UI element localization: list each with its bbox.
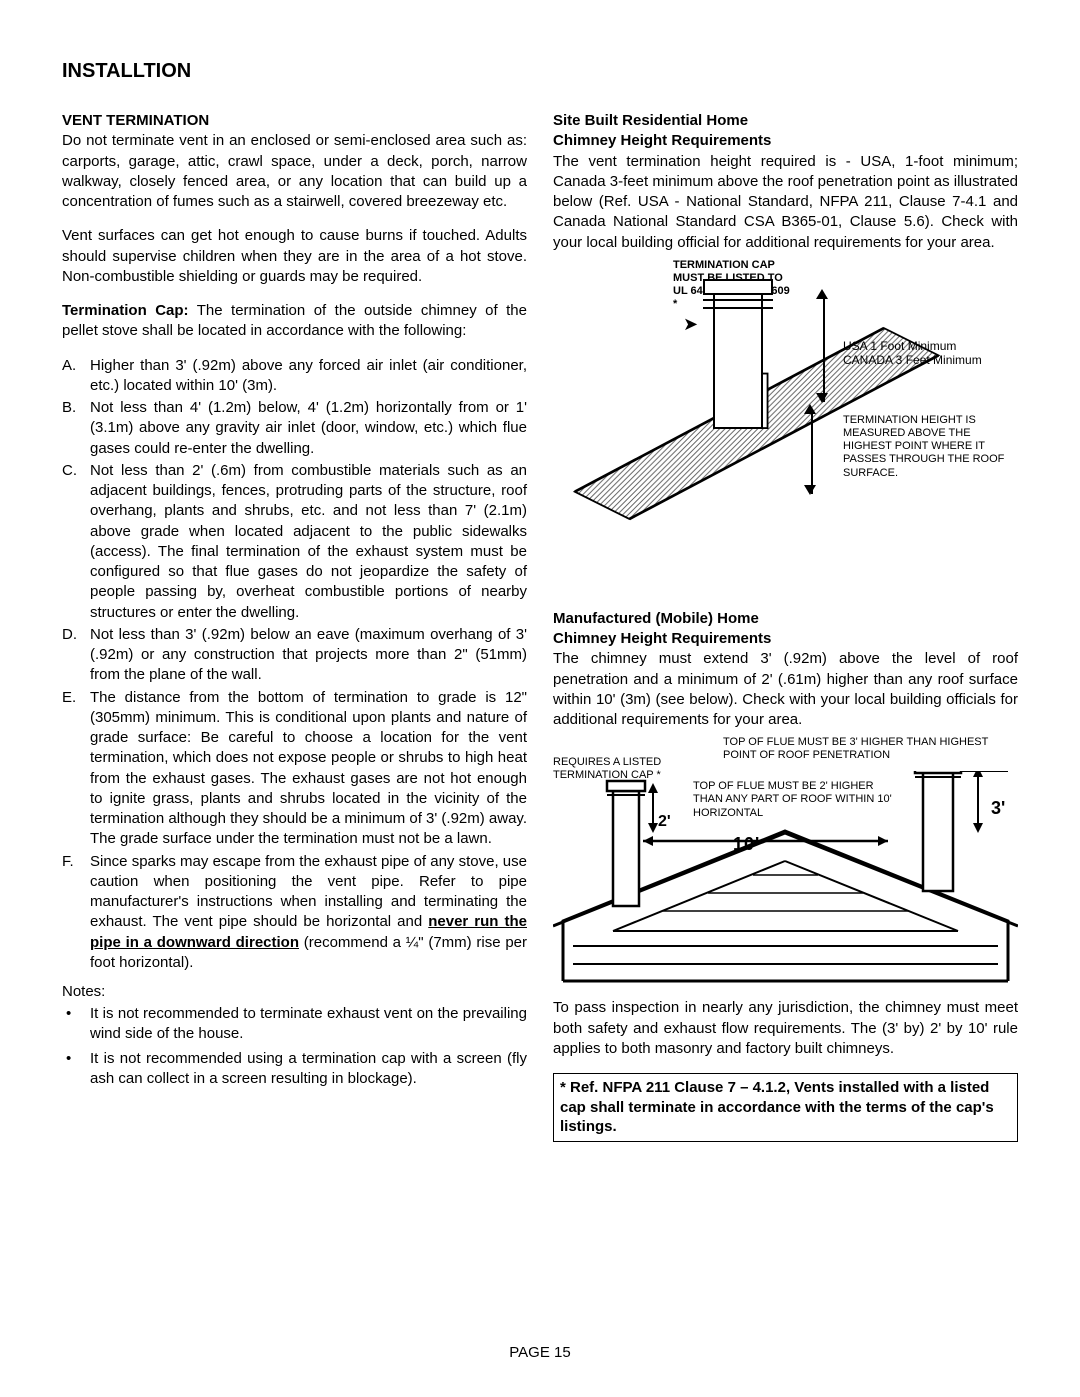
arrowhead-down-icon [804, 485, 816, 495]
list-item-e: E.The distance from the bottom of termin… [62, 688, 527, 850]
arrowhead-up-icon [804, 404, 816, 414]
page-number: PAGE 15 [0, 1344, 1080, 1361]
d2-10ft-label: 10' [733, 834, 760, 856]
two-column-layout: VENT TERMINATION Do not terminate vent i… [62, 111, 1018, 1142]
d1-dimension-line-2 [811, 409, 813, 494]
notes-heading: Notes: [62, 983, 527, 1000]
right-column: Site Built Residential Home Chimney Heig… [553, 111, 1018, 1142]
arrowhead-down-icon [816, 393, 828, 403]
site-built-para: The vent termination height required is … [553, 152, 1018, 253]
d1-cap-icon [703, 279, 773, 295]
para-hot-surfaces: Vent surfaces can get hot enough to caus… [62, 226, 527, 287]
d1-cap-arrow-icon: ➤ [683, 314, 698, 336]
mobile-home-para: The chimney must extend 3' (.92m) above … [553, 649, 1018, 730]
left-column: VENT TERMINATION Do not terminate vent i… [62, 111, 527, 1142]
mobile-home-heading-1: Manufactured (Mobile) Home [553, 609, 1018, 629]
list-item-a: A.Higher than 3' (.92m) above any forced… [62, 356, 527, 397]
diagram-mobile-home: TOP OF FLUE MUST BE 3' HIGHER THAN HIGHE… [553, 736, 1018, 986]
d1-usa-label: USA 1 Foot Minimum CANADA 3 Feet Minimum [843, 339, 1003, 368]
note-1: •It is not recommended to terminate exha… [62, 1004, 527, 1045]
site-built-heading-2: Chimney Height Requirements [553, 131, 1018, 151]
d2-house-icon [553, 771, 1018, 986]
clearance-list: A.Higher than 3' (.92m) above any forced… [62, 356, 527, 974]
d1-dimension-line-1 [823, 294, 825, 402]
reference-box: * Ref. NFPA 211 Clause 7 – 4.1.2, Vents … [553, 1073, 1018, 1142]
vent-termination-heading: VENT TERMINATION [62, 111, 527, 131]
d1-flue-icon [713, 289, 763, 429]
para-enclosed-area: Do not terminate vent in an enclosed or … [62, 131, 527, 212]
notes-list: •It is not recommended to terminate exha… [62, 1004, 527, 1089]
d2-2ft-label: 2' [658, 812, 671, 831]
d1-cap-bar [703, 307, 773, 309]
list-item-d: D.Not less than 3' (.92m) below an eave … [62, 625, 527, 686]
site-built-heading-1: Site Built Residential Home [553, 111, 1018, 131]
para-termination-cap: Termination Cap: The termination of the … [62, 301, 527, 342]
page-title: INSTALLTION [62, 60, 1018, 83]
inspection-para: To pass inspection in nearly any jurisdi… [553, 998, 1018, 1059]
termination-cap-lead: Termination Cap: [62, 302, 189, 319]
list-item-b: B.Not less than 4' (1.2m) below, 4' (1.2… [62, 398, 527, 459]
mobile-home-heading-2: Chimney Height Requirements [553, 629, 1018, 649]
arrowhead-up-icon [816, 289, 828, 299]
d2-top-label: TOP OF FLUE MUST BE 3' HIGHER THAN HIGHE… [723, 736, 1003, 762]
d1-termination-label: TERMINATION HEIGHT IS MEASURED ABOVE THE… [843, 414, 1018, 480]
list-item-f: F.Since sparks may escape from the exhau… [62, 852, 527, 974]
list-item-c: C.Not less than 2' (.6m) from combustibl… [62, 461, 527, 623]
d1-cap-bar [703, 299, 773, 301]
diagram-site-built: TERMINATION CAP MUST BE LISTED TO UL 641… [553, 259, 1018, 599]
note-2: •It is not recommended using a terminati… [62, 1049, 527, 1090]
d2-3ft-label: 3' [991, 798, 1005, 820]
